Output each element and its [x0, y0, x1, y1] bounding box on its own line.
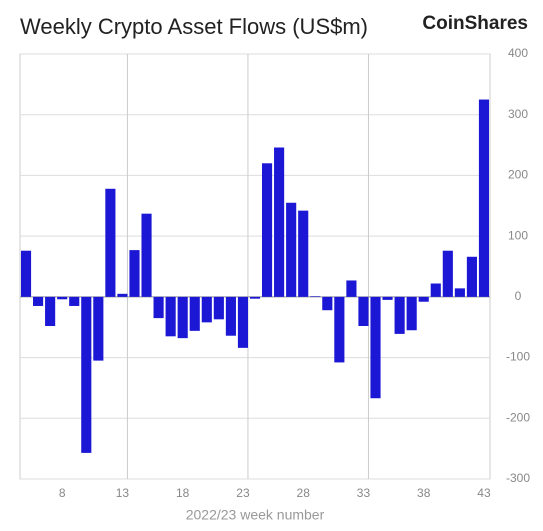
x-axis-label: 2022/23 week number: [186, 507, 325, 523]
bar: [189, 296, 200, 331]
chart-title: Weekly Crypto Asset Flows (US$m): [20, 14, 368, 39]
bar: [213, 296, 224, 320]
bar: [261, 163, 273, 297]
bar: [466, 256, 477, 297]
bar: [45, 296, 56, 326]
bar: [81, 296, 92, 453]
bar: [33, 296, 44, 306]
bar: [69, 296, 80, 306]
bar: [334, 296, 345, 363]
bar: [57, 296, 68, 300]
x-tick-label: 38: [417, 486, 431, 500]
bar: [141, 213, 152, 297]
bar: [105, 188, 116, 297]
bar: [418, 296, 429, 302]
bar: [454, 288, 465, 297]
bar: [129, 250, 140, 297]
y-tick-label: -300: [506, 471, 530, 485]
bar: [406, 296, 417, 331]
x-tick-label: 43: [477, 486, 491, 500]
y-tick-label: 200: [508, 168, 528, 182]
bar: [93, 296, 104, 361]
bar: [177, 296, 188, 339]
y-tick-label: 0: [515, 289, 522, 303]
bar: [298, 210, 309, 297]
bar: [346, 280, 357, 297]
bar: [382, 296, 393, 300]
x-tick-label: 8: [59, 486, 66, 500]
bar: [478, 99, 490, 297]
y-tick-label: 300: [508, 107, 528, 121]
bar: [322, 296, 333, 311]
bar: [430, 283, 441, 297]
x-tick-label: 33: [357, 486, 371, 500]
bar: [249, 296, 261, 299]
bar: [117, 293, 128, 297]
bar: [225, 296, 236, 336]
brand-logo: CoinShares: [422, 13, 528, 34]
bar: [370, 296, 381, 399]
bar: [201, 296, 212, 323]
bar: [153, 296, 164, 319]
x-tick-label: 13: [116, 486, 130, 500]
x-tick-label: 28: [297, 486, 311, 500]
bar: [286, 202, 297, 297]
y-tick-label: -100: [506, 350, 530, 364]
bar: [394, 296, 405, 334]
bar: [274, 147, 285, 297]
bar: [442, 250, 453, 297]
bar: [310, 296, 321, 297]
y-tick-label: 400: [508, 46, 528, 60]
bar: [237, 296, 249, 348]
x-tick-label: 23: [236, 486, 250, 500]
x-tick-label: 18: [176, 486, 190, 500]
bar: [358, 296, 369, 326]
y-tick-label: 100: [508, 228, 528, 242]
y-tick-label: -200: [506, 410, 530, 424]
bar: [165, 296, 176, 337]
bar: [20, 250, 32, 297]
